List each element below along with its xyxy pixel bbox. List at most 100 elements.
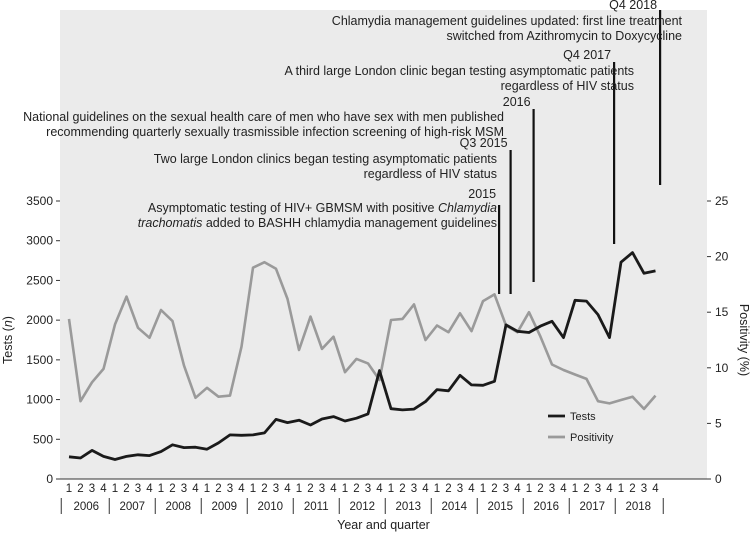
x-quarter-label: 4 — [376, 483, 383, 495]
x-quarter-label: 1 — [572, 483, 578, 495]
y-left-tick-label: 1500 — [26, 353, 53, 367]
x-quarter-label: 3 — [135, 483, 141, 495]
annotation-text: Chlamydia management guidelines updated:… — [332, 14, 683, 28]
legend-label-positivity: Positivity — [570, 432, 614, 444]
x-quarter-label: 2 — [491, 483, 497, 495]
chart-series — [67, 251, 657, 461]
annotation-text-part: Asymptomatic testing of HIV+ GBMSM with … — [148, 201, 438, 215]
y-left-title-text: Tests ( — [1, 326, 15, 364]
series-line-tests — [68, 251, 656, 461]
x-quarter-label: 3 — [411, 483, 417, 495]
x-quarter-label: 2 — [583, 483, 589, 495]
x-quarter-label: 4 — [560, 483, 567, 495]
x-year-label: 2015 — [487, 501, 513, 513]
legend-label-tests: Tests — [570, 411, 596, 423]
x-quarter-label: 1 — [66, 483, 72, 495]
series-line-positivity — [67, 260, 657, 411]
x-quarter-label: 4 — [514, 483, 521, 495]
x-quarter-label: 1 — [342, 483, 348, 495]
annotation-text-italic: trachomatis — [138, 216, 203, 230]
x-quarter-label: 1 — [526, 483, 532, 495]
y-right-tick-label: 10 — [715, 361, 729, 375]
x-year-label: 2017 — [579, 501, 605, 513]
annotation-text-italic: Chlamydia — [438, 201, 497, 215]
x-quarter-label: 1 — [112, 483, 118, 495]
annotation-label: Q3 2015 — [460, 136, 508, 150]
x-year-label: 2016 — [533, 501, 559, 513]
annotation-text: recommending quarterly sexually trasmiss… — [46, 125, 504, 139]
annotation-text: regardless of HIV status — [364, 167, 497, 181]
x-year-label: 2013 — [395, 501, 421, 513]
x-quarter-label: 1 — [618, 483, 624, 495]
annotation-label: 2015 — [468, 187, 496, 201]
y-left-tick-label: 2500 — [26, 273, 53, 287]
x-quarter-label: 3 — [319, 483, 325, 495]
x-year-label: 2011 — [304, 501, 329, 513]
x-axis-title: Year and quarter — [337, 518, 430, 532]
x-year-label: 2007 — [119, 501, 145, 513]
x-quarter-label: 2 — [77, 483, 83, 495]
chart-legend: Tests Positivity — [548, 411, 614, 444]
annotation-text-part: added to BASHH chlamydia management guid… — [202, 216, 497, 230]
y-right-tick-label: 25 — [715, 194, 729, 208]
annotation-text: regardless of HIV status — [501, 79, 634, 93]
x-year-label: 2010 — [257, 501, 283, 513]
x-quarter-label: 4 — [330, 483, 337, 495]
annotation-text: National guidelines on the sexual health… — [23, 110, 504, 124]
x-quarter-label: 4 — [652, 483, 659, 495]
x-quarter-label: 2 — [123, 483, 129, 495]
x-quarter-label: 4 — [146, 483, 153, 495]
x-quarter-label: 4 — [606, 483, 613, 495]
x-year-label: 2009 — [211, 501, 237, 513]
x-quarter-label: 3 — [457, 483, 463, 495]
x-quarter-label: 2 — [445, 483, 451, 495]
x-quarter-label: 1 — [480, 483, 486, 495]
y-left-tick-label: 2000 — [26, 313, 53, 327]
x-quarter-label: 3 — [595, 483, 601, 495]
y-right-axis-title: Positivity (%) — [737, 304, 750, 376]
x-quarter-label: 3 — [503, 483, 509, 495]
y-left-axis-title: Tests (n) — [1, 316, 15, 364]
x-quarter-label: 4 — [422, 483, 429, 495]
y-right-tick-label: 5 — [715, 416, 722, 430]
x-quarter-label: 3 — [181, 483, 187, 495]
x-quarter-label: 2 — [353, 483, 359, 495]
x-year-label: 2014 — [441, 501, 467, 513]
x-quarter-label: 3 — [549, 483, 555, 495]
x-quarter-label: 3 — [641, 483, 647, 495]
x-quarter-label: 4 — [192, 483, 199, 495]
x-quarter-label: 1 — [388, 483, 394, 495]
x-year-label: 2006 — [73, 501, 99, 513]
annotation-label: 2016 — [503, 95, 531, 109]
x-quarter-label: 4 — [468, 483, 475, 495]
x-quarter-label: 1 — [296, 483, 302, 495]
x-quarter-label: 4 — [100, 483, 107, 495]
y-right-tick-label: 20 — [715, 250, 729, 264]
x-quarter-label: 1 — [158, 483, 164, 495]
y-left-title-close: ) — [1, 316, 15, 320]
x-quarter-label: 2 — [215, 483, 221, 495]
annotation-label: Q4 2017 — [563, 48, 611, 62]
y-right-tick-label: 15 — [715, 305, 729, 319]
x-quarter-label: 2 — [169, 483, 175, 495]
annotation-label: Q4 2018 — [609, 0, 657, 12]
y-left-tick-label: 1000 — [26, 393, 53, 407]
y-left-title-variable: n — [1, 320, 15, 327]
x-quarter-label: 3 — [227, 483, 233, 495]
x-quarter-label: 1 — [250, 483, 256, 495]
x-quarter-label: 2 — [537, 483, 543, 495]
y-left-tick-label: 500 — [33, 432, 53, 446]
x-quarter-label: 3 — [89, 483, 95, 495]
x-quarter-label: 1 — [434, 483, 440, 495]
x-year-label: 2018 — [625, 501, 651, 513]
x-quarter-label: 2 — [261, 483, 267, 495]
chart-annotations: 2015 Asymptomatic testing of HIV+ GBMSM w… — [23, 0, 683, 294]
annotation-text: Two large London clinics began testing a… — [154, 152, 497, 166]
y-right-tick-label: 0 — [715, 472, 722, 486]
x-quarter-label: 3 — [273, 483, 279, 495]
x-year-label: 2012 — [349, 501, 375, 513]
annotation-text: switched from Azithromycin to Doxycyclin… — [447, 29, 683, 43]
